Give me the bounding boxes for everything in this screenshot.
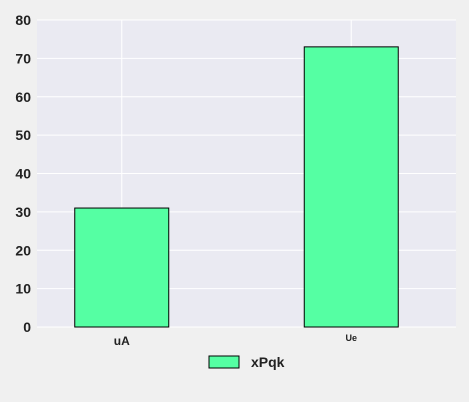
y-tick-label: 10 xyxy=(15,281,31,297)
y-tick-label: 20 xyxy=(15,242,31,258)
bars xyxy=(74,46,399,328)
y-tick-labels: 0 10 20 30 40 50 60 70 80 xyxy=(15,12,31,335)
y-tick-label: 80 xyxy=(15,12,31,28)
y-tick-label: 60 xyxy=(15,89,31,105)
y-tick-label: 40 xyxy=(15,166,31,182)
legend-label: xPqk xyxy=(251,354,285,370)
y-tick-label: 30 xyxy=(15,204,31,220)
bar-uA xyxy=(74,207,170,328)
x-tick-label: Ue xyxy=(345,333,357,343)
y-tick-label: 70 xyxy=(15,50,31,66)
x-tick-label: uA xyxy=(114,334,130,348)
x-tick-labels: uA Ue xyxy=(114,333,357,348)
legend: xPqk xyxy=(208,354,285,370)
bar-Ue xyxy=(303,46,399,328)
y-tick-label: 0 xyxy=(23,319,31,335)
y-tick-label: 50 xyxy=(15,127,31,143)
legend-swatch xyxy=(208,355,240,369)
